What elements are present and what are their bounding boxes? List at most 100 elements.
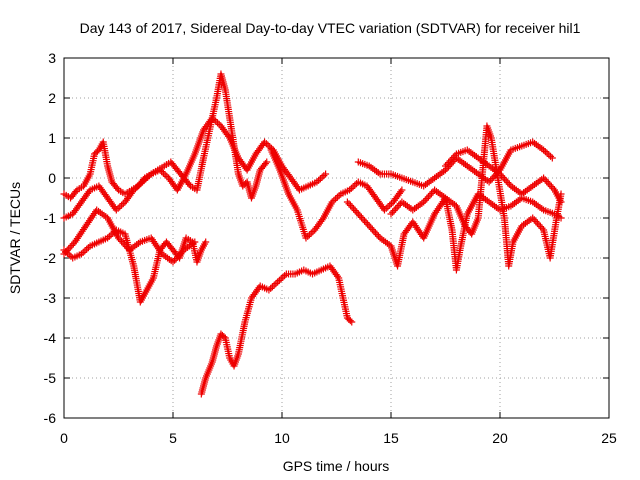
data-point (353, 208, 361, 216)
data-point (122, 243, 130, 251)
data-point (426, 191, 434, 199)
data-point (172, 255, 180, 263)
data-point (557, 214, 565, 222)
data-point (60, 250, 68, 258)
data-point (398, 186, 406, 194)
series-track-h (343, 122, 565, 270)
data-point (535, 221, 543, 229)
data-point (116, 203, 124, 211)
data-point (118, 201, 126, 209)
data-point (533, 219, 541, 227)
data-point (421, 196, 429, 204)
data-point (322, 170, 330, 178)
data-point (451, 152, 459, 160)
data-point (448, 155, 456, 163)
data-point (543, 177, 551, 185)
data-point (547, 183, 555, 191)
data-point (350, 205, 358, 213)
data-point (63, 247, 71, 255)
data-point (305, 231, 313, 239)
data-point (499, 173, 507, 181)
data-point (361, 217, 369, 225)
data-point (345, 200, 353, 208)
data-point (332, 195, 340, 203)
data-point (443, 160, 451, 168)
data-point (397, 188, 405, 196)
x-axis-label: GPS time / hours (283, 458, 390, 474)
data-point (544, 179, 552, 187)
series-track-e (197, 262, 356, 398)
y-tick-label: -6 (44, 410, 57, 426)
data-point (224, 132, 232, 140)
data-point (546, 181, 554, 189)
data-point (261, 160, 269, 168)
data-point (343, 198, 351, 206)
data-point (485, 178, 493, 186)
data-point (348, 318, 356, 326)
data-point (171, 256, 179, 264)
data-point (392, 205, 400, 213)
x-tick-label: 5 (169, 430, 177, 446)
grid (64, 58, 609, 418)
data-point (557, 198, 565, 206)
data-point (420, 198, 428, 206)
data-point (532, 217, 540, 225)
data-point (538, 224, 546, 232)
data-point (316, 175, 324, 183)
series-track-j (442, 146, 565, 206)
data-point (487, 176, 495, 184)
data-point (375, 232, 383, 240)
data-point (354, 210, 362, 218)
data-point (390, 207, 398, 215)
y-tick-label: -3 (44, 290, 57, 306)
data-point (446, 157, 454, 165)
data-point (349, 183, 357, 191)
data-point (445, 159, 453, 167)
data-point (129, 188, 137, 196)
data-point (384, 203, 392, 211)
data-point (395, 201, 403, 209)
data-point (529, 214, 537, 222)
y-tick-label: -4 (44, 330, 57, 346)
x-tick-label: 20 (492, 430, 508, 446)
x-tick-label: 10 (274, 430, 290, 446)
y-tick-label: -1 (44, 210, 57, 226)
data-point (347, 201, 355, 209)
data-point (346, 317, 354, 325)
data-point (220, 333, 228, 341)
series-track-a (60, 70, 271, 202)
data-point (424, 193, 432, 201)
series-track-i (387, 186, 565, 274)
data-point (277, 275, 285, 283)
data-point (368, 225, 376, 233)
data-point (66, 243, 74, 251)
data-point (505, 180, 513, 188)
data-point (356, 212, 364, 220)
data-point (119, 239, 127, 247)
data-point (169, 258, 177, 266)
data-point (365, 222, 373, 230)
data-point (496, 170, 504, 178)
data-point (442, 162, 449, 170)
y-tick-label: 1 (48, 130, 56, 146)
series-track-d (60, 206, 199, 266)
data-point (263, 158, 271, 166)
data-point (83, 245, 91, 253)
data-point (161, 171, 169, 179)
y-tick-labels: -6 -5 -4 -3 -2 -1 0 1 2 3 (44, 50, 57, 426)
data-point (348, 203, 356, 211)
data-point (318, 173, 326, 181)
data-point (318, 216, 326, 224)
data-point (175, 251, 183, 259)
data-point (393, 203, 401, 211)
chart-title: Day 143 of 2017, Sidereal Day-to-day VTE… (80, 20, 581, 36)
data-point (423, 195, 431, 203)
data-point (351, 207, 359, 215)
data-point (359, 215, 367, 223)
data-point (320, 172, 328, 180)
data-point (118, 237, 126, 245)
data-point (62, 248, 70, 256)
data-point (177, 249, 185, 257)
data-point (116, 236, 124, 244)
data-point (545, 151, 553, 159)
